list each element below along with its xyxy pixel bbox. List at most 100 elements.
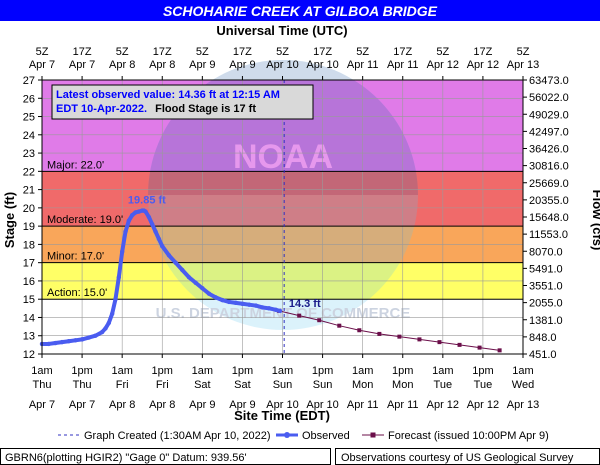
x-top-date-label: Apr 9 (229, 59, 255, 71)
observed-point (226, 299, 232, 305)
x-bottom-time-label: 1am (111, 365, 132, 377)
x-top-time-label: 5Z (356, 46, 369, 58)
observed-point (133, 210, 138, 215)
y-right-tick-label: 3551.0 (529, 281, 563, 293)
legend: Graph Created (1:30AM Apr 10, 2022) Obse… (58, 430, 549, 442)
observed-point (220, 297, 225, 303)
x-bottom-day-label: Thu (73, 379, 92, 391)
x-bottom-date-label: Apr 7 (69, 399, 95, 411)
observed-point (86, 335, 91, 340)
y-left-tick-label: 26 (23, 93, 35, 105)
x-bottom-time-label: 1am (272, 365, 293, 377)
x-top-date-label: Apr 11 (347, 59, 379, 71)
forecast-point (337, 323, 342, 328)
top-axis-title: Universal Time (UTC) (216, 23, 347, 38)
y-left-tick-label: 17 (23, 258, 35, 270)
x-bottom-day-label: Fri (116, 379, 129, 391)
x-top-date-label: Apr 10 (266, 59, 298, 71)
y-left-tick-label: 27 (23, 75, 35, 87)
y-left-tick-label: 25 (23, 112, 35, 124)
x-bottom-date-label: Apr 12 (427, 399, 459, 411)
forecast-point (317, 318, 322, 323)
y-left-tick-label: 20 (23, 203, 35, 215)
y-left-tick-label: 18 (23, 239, 35, 251)
x-top-time-label: 17Z (473, 46, 492, 58)
chart-title: SCHOHARIE CREEK AT GILBOA BRIDGE (163, 3, 438, 19)
forecast-point (417, 337, 422, 342)
x-bottom-day-label: Mon (392, 379, 413, 391)
info-box: Latest observed value: 14.36 ft at 12:15… (51, 84, 314, 120)
x-bottom-date-label: Apr 8 (109, 399, 135, 411)
observed-point (59, 339, 65, 345)
observed-point (136, 209, 142, 214)
x-top-time-label: 5Z (116, 46, 129, 58)
observed-point (99, 329, 105, 335)
x-top-date-label: Apr 8 (109, 59, 135, 71)
bottom-axis-title: Site Time (EDT) (234, 408, 330, 423)
observed-point (180, 267, 185, 273)
x-bottom-time-label: 1am (432, 365, 453, 377)
y-right-tick-label: 5491.0 (529, 263, 563, 275)
x-bottom-time-label: 1pm (71, 365, 92, 377)
observed-point (253, 303, 258, 308)
svg-text:EDT 10-Apr-2022. Flood S: EDT 10-Apr-2022. Flood Stage is 17 ft (56, 103, 256, 115)
x-bottom-date-label: Apr 11 (387, 399, 419, 411)
observed-point (143, 209, 148, 214)
x-bottom-time-label: 1pm (312, 365, 333, 377)
x-bottom-time-label: 1am (352, 365, 373, 377)
x-bottom-day-label: Sat (234, 379, 251, 391)
observed-point (260, 305, 265, 310)
band-label-major: Major: 22.0' (47, 159, 104, 171)
x-bottom-day-label: Sun (313, 379, 333, 391)
forecast-line (279, 310, 500, 351)
y-right-axis-label: Flow (cfs) (590, 190, 600, 251)
x-bottom-time-label: 1am (31, 365, 52, 377)
observed-point (129, 212, 135, 218)
observed-point (79, 337, 85, 342)
legend-graph-created: Graph Created (1:30AM Apr 10, 2022) (84, 430, 271, 442)
legend-observed-marker (284, 432, 290, 438)
x-bottom-date-label: Apr 13 (507, 399, 539, 411)
observed-point (93, 333, 98, 338)
band-label-moderate: Moderate: 19.0' (47, 214, 123, 226)
observed-point (273, 307, 279, 312)
y-left-tick-label: 24 (23, 130, 35, 142)
x-top-time-label: 5Z (196, 46, 209, 58)
y-left-tick-label: 12 (23, 349, 35, 361)
y-right-tick-label: 49029.0 (529, 109, 569, 121)
x-bottom-time-label: 1pm (152, 365, 173, 377)
x-bottom-day-label: Tue (474, 379, 493, 391)
y-left-tick-label: 19 (23, 221, 35, 233)
legend-observed: Observed (302, 430, 350, 442)
x-bottom-day-label: Wed (512, 379, 534, 391)
x-top-date-label: Apr 7 (29, 59, 55, 71)
legend-forecast-marker (370, 432, 376, 438)
x-bottom-date-label: Apr 9 (229, 399, 255, 411)
x-top-date-label: Apr 12 (467, 59, 499, 71)
y-right-tick-label: 56022.0 (529, 92, 569, 104)
observed-point (200, 286, 205, 291)
observed-point (109, 311, 115, 317)
y-left-tick-label: 22 (23, 166, 35, 178)
y-right-tick-label: 25669.0 (529, 178, 569, 190)
observed-point (186, 275, 192, 280)
band-label-action: Action: 15.0' (47, 287, 107, 299)
observed-point (150, 222, 155, 227)
y-right-tick-label: 848.0 (529, 332, 557, 344)
observed-point (153, 229, 158, 234)
observed-point (119, 249, 125, 254)
x-top-date-label: Apr 13 (507, 59, 539, 71)
observed-point (126, 218, 132, 223)
info-line-2-flood: Flood Stage is 17 ft (155, 103, 256, 115)
x-bottom-day-label: Thu (33, 379, 52, 391)
y-right-tick-label: 2055.0 (529, 298, 563, 310)
observed-point (173, 260, 178, 265)
x-top-time-label: 5Z (36, 46, 49, 58)
y-right-tick-label: 63473.0 (529, 75, 569, 87)
x-top-date-label: Apr 10 (306, 59, 338, 71)
y-left-tick-label: 23 (23, 148, 35, 160)
forecast-point (397, 334, 402, 339)
y-left-tick-label: 16 (23, 276, 35, 288)
footer-source: Observations courtesy of US Geological S… (341, 452, 574, 464)
